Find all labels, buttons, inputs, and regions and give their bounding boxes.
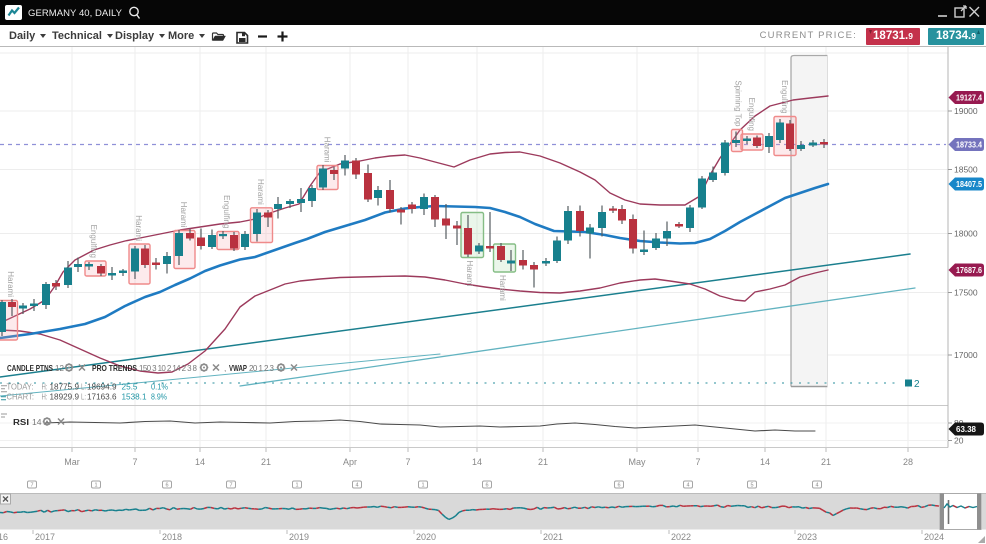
svg-text:21: 21 [261,457,271,467]
svg-text:1538.1: 1538.1 [122,393,148,402]
svg-text:17687.6: 17687.6 [956,266,982,275]
svg-text:18694.9: 18694.9 [87,383,117,392]
svg-text:7: 7 [229,483,232,489]
svg-text:7: 7 [30,483,33,489]
svg-text:2020: 2020 [416,532,436,542]
svg-text:H:: H: [42,383,48,392]
svg-text:TODAY:: TODAY: [7,383,34,392]
svg-text:2021: 2021 [543,532,563,542]
svg-text:Spinning Top: Spinning Top [734,80,743,127]
svg-text:19127.4: 19127.4 [956,94,982,103]
svg-text:20 1 2 3: 20 1 2 3 [249,364,275,373]
svg-text:H:: H: [42,393,48,402]
svg-text:18000: 18000 [954,229,978,239]
svg-text:14: 14 [472,457,482,467]
svg-text:RSI: RSI [13,417,29,427]
svg-text:4: 4 [686,483,689,489]
svg-text:Harami: Harami [6,271,15,297]
svg-text:Harami: Harami [179,202,188,228]
svg-text:2023: 2023 [797,532,817,542]
svg-text:14: 14 [195,457,205,467]
svg-text:VWAP: VWAP [229,363,247,373]
svg-text:17163.6: 17163.6 [87,393,117,402]
svg-text:4: 4 [815,483,818,489]
svg-text:Engulfing: Engulfing [89,225,98,258]
svg-text:Harami: Harami [134,215,143,241]
svg-text:2019: 2019 [289,532,309,542]
svg-text:,: , [224,363,226,373]
svg-text:19000: 19000 [954,106,978,116]
svg-text:18929.9: 18929.9 [50,393,80,402]
svg-text:GERMANY 40, DAILY: GERMANY 40, DAILY [28,8,123,19]
svg-text:May: May [628,457,646,467]
svg-text:7: 7 [695,457,700,467]
svg-text:21: 21 [821,457,831,467]
svg-text:2022: 2022 [671,532,691,542]
svg-text:1: 1 [421,483,424,489]
svg-text:21: 21 [538,457,548,467]
svg-text:1: 1 [295,483,298,489]
svg-text:Apr: Apr [343,457,357,467]
svg-text:Engulfing: Engulfing [222,195,231,228]
svg-text:63.38: 63.38 [956,425,977,434]
svg-text:2024: 2024 [924,532,944,542]
svg-text:7: 7 [132,457,137,467]
svg-text:6: 6 [485,483,488,489]
svg-text:2: 2 [914,379,920,390]
svg-text:Engulfing: Engulfing [780,80,789,113]
svg-text:L:: L: [81,393,86,402]
svg-text:12: 12 [55,364,64,373]
svg-text:Harami: Harami [323,137,332,163]
svg-text:1: 1 [94,483,97,489]
svg-text:7: 7 [405,457,410,467]
svg-text:18407.5: 18407.5 [956,180,982,189]
svg-text:0.1%: 0.1% [151,383,168,392]
svg-text:6: 6 [165,483,168,489]
svg-text:6: 6 [617,483,620,489]
svg-text:2018: 2018 [162,532,182,542]
svg-text:Mar: Mar [64,457,80,467]
svg-text:Harami: Harami [465,261,474,287]
svg-text:Engulfing: Engulfing [747,98,756,131]
svg-text:16: 16 [0,532,8,542]
svg-text:18733.4: 18733.4 [956,141,982,150]
svg-text:4: 4 [355,483,358,489]
svg-text:17000: 17000 [954,350,978,360]
svg-text:20: 20 [954,436,964,446]
svg-text:Harami: Harami [498,275,507,301]
svg-text:17500: 17500 [954,288,978,298]
svg-text:25.5: 25.5 [122,383,139,392]
svg-text:150 3 10 2 14 2 3 8: 150 3 10 2 14 2 3 8 [139,364,198,373]
svg-text:14: 14 [760,457,770,467]
svg-text:L:: L: [81,383,86,392]
svg-text:Harami: Harami [256,179,265,205]
svg-text:PRO TRENDS: PRO TRENDS [92,363,137,373]
svg-text:18500: 18500 [954,165,978,175]
svg-text:5: 5 [750,483,753,489]
svg-text:CHART:: CHART: [7,393,35,402]
svg-text:28: 28 [903,457,913,467]
svg-text:8.9%: 8.9% [151,393,167,402]
svg-text:2017: 2017 [35,532,55,542]
svg-text:18775.9: 18775.9 [50,383,80,392]
svg-text:CANDLE PTNS: CANDLE PTNS [7,363,53,373]
svg-text:14: 14 [32,417,42,427]
